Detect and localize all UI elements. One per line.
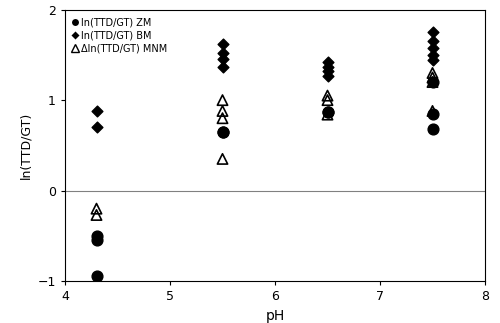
Δln(TTD/GT) MNM: [92, 213, 100, 218]
ln(TTD/GT) ZM: [218, 129, 226, 134]
ln(TTD/GT) BM: [324, 64, 332, 69]
ln(TTD/GT) ZM: [428, 127, 436, 132]
Legend: ln(TTD/GT) ZM, ln(TTD/GT) BM, Δln(TTD/GT) MNM: ln(TTD/GT) ZM, ln(TTD/GT) BM, Δln(TTD/GT…: [70, 15, 170, 56]
ln(TTD/GT) BM: [218, 57, 226, 62]
Δln(TTD/GT) MNM: [324, 112, 332, 117]
Δln(TTD/GT) MNM: [428, 75, 436, 80]
Δln(TTD/GT) MNM: [428, 70, 436, 76]
ln(TTD/GT) ZM: [92, 274, 100, 279]
ln(TTD/GT) BM: [324, 59, 332, 65]
Δln(TTD/GT) MNM: [92, 206, 100, 211]
ln(TTD/GT) BM: [218, 64, 226, 69]
ln(TTD/GT) BM: [428, 30, 436, 35]
ln(TTD/GT) ZM: [324, 109, 332, 114]
Δln(TTD/GT) MNM: [428, 109, 436, 114]
ln(TTD/GT) ZM: [428, 79, 436, 85]
ln(TTD/GT) BM: [428, 52, 436, 57]
ln(TTD/GT) BM: [218, 50, 226, 56]
Y-axis label: ln(TTD/GT): ln(TTD/GT): [19, 112, 32, 179]
ln(TTD/GT) ZM: [218, 129, 226, 134]
ln(TTD/GT) BM: [428, 58, 436, 63]
ln(TTD/GT) BM: [428, 45, 436, 50]
ln(TTD/GT) BM: [428, 39, 436, 44]
Δln(TTD/GT) MNM: [218, 98, 226, 103]
Δln(TTD/GT) MNM: [218, 109, 226, 114]
ln(TTD/GT) ZM: [428, 111, 436, 116]
Δln(TTD/GT) MNM: [218, 156, 226, 162]
Δln(TTD/GT) MNM: [218, 116, 226, 121]
ln(TTD/GT) BM: [324, 73, 332, 78]
ln(TTD/GT) ZM: [92, 233, 100, 238]
ln(TTD/GT) BM: [324, 68, 332, 74]
ln(TTD/GT) ZM: [92, 238, 100, 243]
Δln(TTD/GT) MNM: [428, 79, 436, 85]
Δln(TTD/GT) MNM: [324, 93, 332, 98]
ln(TTD/GT) BM: [92, 125, 100, 130]
ln(TTD/GT) BM: [92, 109, 100, 114]
ln(TTD/GT) BM: [218, 41, 226, 47]
X-axis label: pH: pH: [266, 308, 284, 323]
ln(TTD/GT) ZM: [324, 109, 332, 114]
Δln(TTD/GT) MNM: [324, 98, 332, 103]
